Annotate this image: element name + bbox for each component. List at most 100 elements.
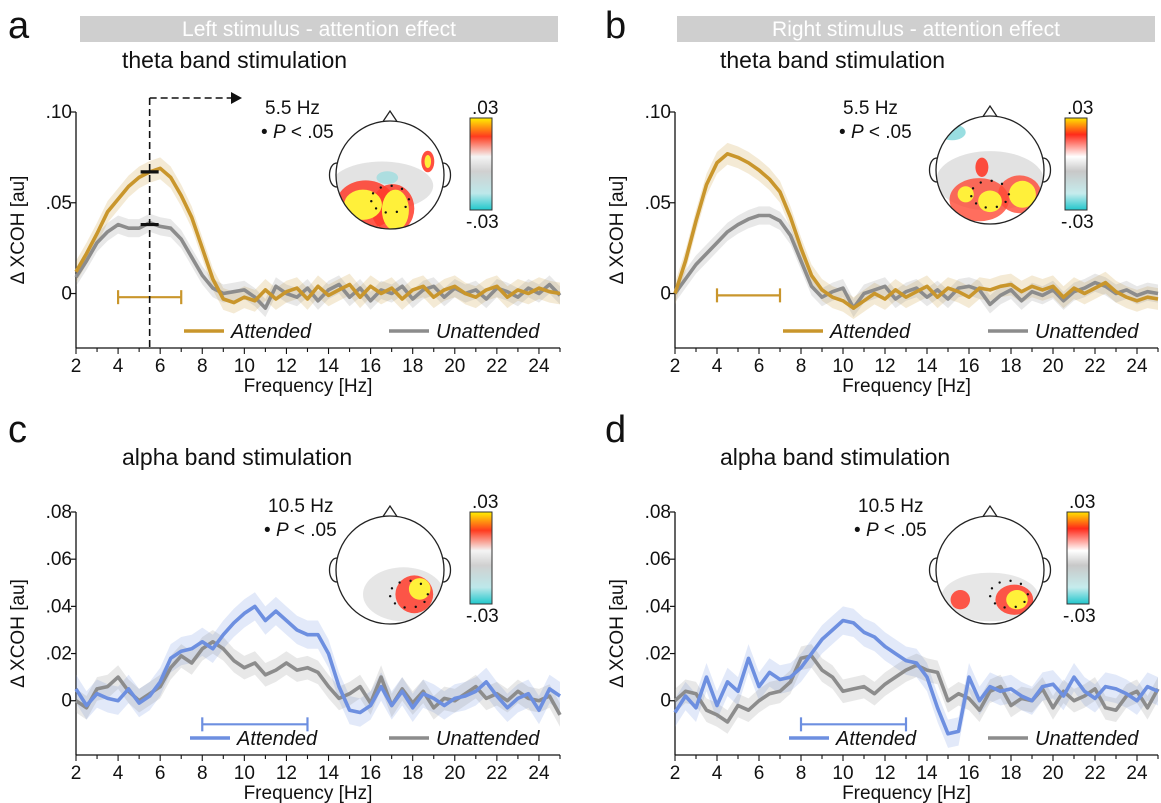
scalp-outline — [935, 515, 1045, 625]
legend-label-unattended: Unattended — [1035, 728, 1139, 750]
x-tick-label: 6 — [155, 356, 166, 377]
colorbar-min-label: -.03 — [466, 606, 499, 627]
x-tick-label: 22 — [1084, 763, 1105, 784]
panel-a: a Left stimulus - attention effect theta b… — [8, 5, 562, 397]
x-tick-label: 6 — [754, 356, 765, 377]
significant-electrode-dot — [979, 181, 982, 184]
colorbar — [469, 117, 493, 211]
significant-electrode-dot — [390, 184, 393, 188]
legend-label-attended: Attended — [835, 728, 917, 750]
scalp-nose — [381, 109, 399, 124]
y-tick-label: .10 — [645, 102, 671, 123]
panel-label: a — [8, 5, 30, 47]
x-tick-label: 4 — [113, 356, 124, 377]
x-tick-label: 12 — [874, 356, 895, 377]
significant-electrode-dot — [995, 205, 999, 209]
x-tick-label: 10 — [832, 356, 853, 377]
scalp-map — [936, 124, 1044, 222]
colorbar-max-label: .03 — [472, 492, 498, 513]
y-axis-label: Δ XCOH [au] — [607, 579, 628, 688]
significant-electrode-dot — [1014, 605, 1017, 609]
significant-electrode-dot — [1007, 193, 1011, 196]
significant-electrode-dot — [384, 211, 387, 214]
annotation-p-value: • P < .05 — [264, 520, 337, 541]
x-tick-label: 4 — [712, 763, 723, 784]
significant-electrode-dot — [1003, 606, 1006, 609]
significant-electrode-dot — [370, 200, 373, 203]
scalp-yellow-region — [1008, 180, 1036, 208]
y-axis-label: Δ XCOH [au] — [607, 176, 628, 285]
x-tick-label: 16 — [360, 763, 381, 784]
x-tick-label: 10 — [234, 763, 255, 784]
panel-banner — [677, 16, 1155, 42]
x-tick-label: 20 — [444, 356, 465, 377]
colorbar-min-label: -.03 — [466, 212, 499, 233]
annotation-p-value: • P < .05 — [854, 520, 927, 541]
series-line-attended — [74, 604, 562, 715]
legend-label-unattended: Unattended — [436, 321, 540, 343]
x-axis-label: Frequency [Hz] — [244, 376, 373, 397]
scalp-right-ear — [1042, 157, 1052, 183]
y-tick-label: .02 — [645, 644, 671, 665]
scalp-nose — [381, 504, 399, 519]
significant-electrode-dot — [419, 582, 423, 586]
scalp-yellow-region — [408, 578, 431, 600]
series-line-attended — [673, 618, 1159, 736]
colorbar-max-label: .03 — [472, 98, 498, 119]
x-tick-label: 2 — [71, 356, 82, 377]
significant-electrode-dot — [404, 205, 407, 209]
colorbar-max-label: .03 — [1069, 492, 1095, 513]
x-axis-label: Frequency [Hz] — [842, 376, 971, 397]
significant-electrode-dot — [414, 605, 417, 609]
series-error-band-attended — [675, 142, 1158, 319]
annotation-frequency: 5.5 Hz — [843, 98, 898, 119]
y-tick-label: .05 — [645, 193, 671, 214]
significant-electrode-dot — [998, 581, 1001, 584]
x-tick-label: 12 — [874, 763, 895, 784]
scalp-left-ear — [328, 557, 338, 583]
scalp-right-ear — [442, 557, 452, 583]
x-tick-label: 14 — [916, 763, 938, 784]
y-tick-label: .04 — [46, 596, 73, 617]
x-tick-label: 2 — [670, 356, 681, 377]
y-tick-label: .08 — [46, 502, 72, 523]
significant-electrode-dot — [390, 587, 394, 590]
x-axis-label: Frequency [Hz] — [244, 783, 373, 803]
x-tick-label: 8 — [796, 356, 807, 377]
significant-electrode-dot — [993, 602, 997, 605]
x-tick-label: 20 — [1042, 763, 1063, 784]
significant-electrode-dot — [988, 595, 992, 598]
colorbar — [1064, 117, 1088, 211]
scalp-yellow-region — [957, 186, 974, 203]
scalp-map — [363, 567, 444, 622]
significant-electrode-dot — [971, 187, 975, 190]
x-tick-label: 24 — [528, 356, 550, 377]
series-error-band-attended — [675, 606, 1158, 748]
x-tick-label: 12 — [276, 763, 297, 784]
x-tick-label: 16 — [958, 356, 979, 377]
scalp-yellow-region — [424, 155, 432, 168]
x-tick-label: 8 — [796, 763, 807, 784]
scalp-right-ear — [442, 162, 452, 188]
colorbar-min-label: -.03 — [1061, 212, 1094, 233]
scalp-outline — [935, 115, 1045, 225]
legend-label-unattended: Unattended — [1035, 321, 1139, 343]
x-tick-label: 4 — [712, 356, 723, 377]
scalp-yellow-region — [381, 189, 409, 229]
scalp-outline — [335, 120, 445, 230]
x-tick-label: 16 — [360, 356, 381, 377]
series-line-attended — [673, 152, 1159, 310]
x-tick-label: 22 — [486, 763, 507, 784]
legend-label-attended: Attended — [230, 321, 312, 343]
significant-electrode-dot — [1023, 600, 1026, 604]
significant-electrode-dot — [371, 192, 375, 195]
x-tick-label: 20 — [1042, 356, 1063, 377]
x-tick-label: 8 — [197, 356, 208, 377]
y-tick-label: .10 — [46, 102, 72, 123]
significant-electrode-dot — [1004, 200, 1007, 204]
x-tick-label: 18 — [402, 356, 423, 377]
x-tick-label: 14 — [916, 356, 938, 377]
x-tick-label: 6 — [754, 763, 765, 784]
x-tick-label: 6 — [155, 763, 166, 784]
